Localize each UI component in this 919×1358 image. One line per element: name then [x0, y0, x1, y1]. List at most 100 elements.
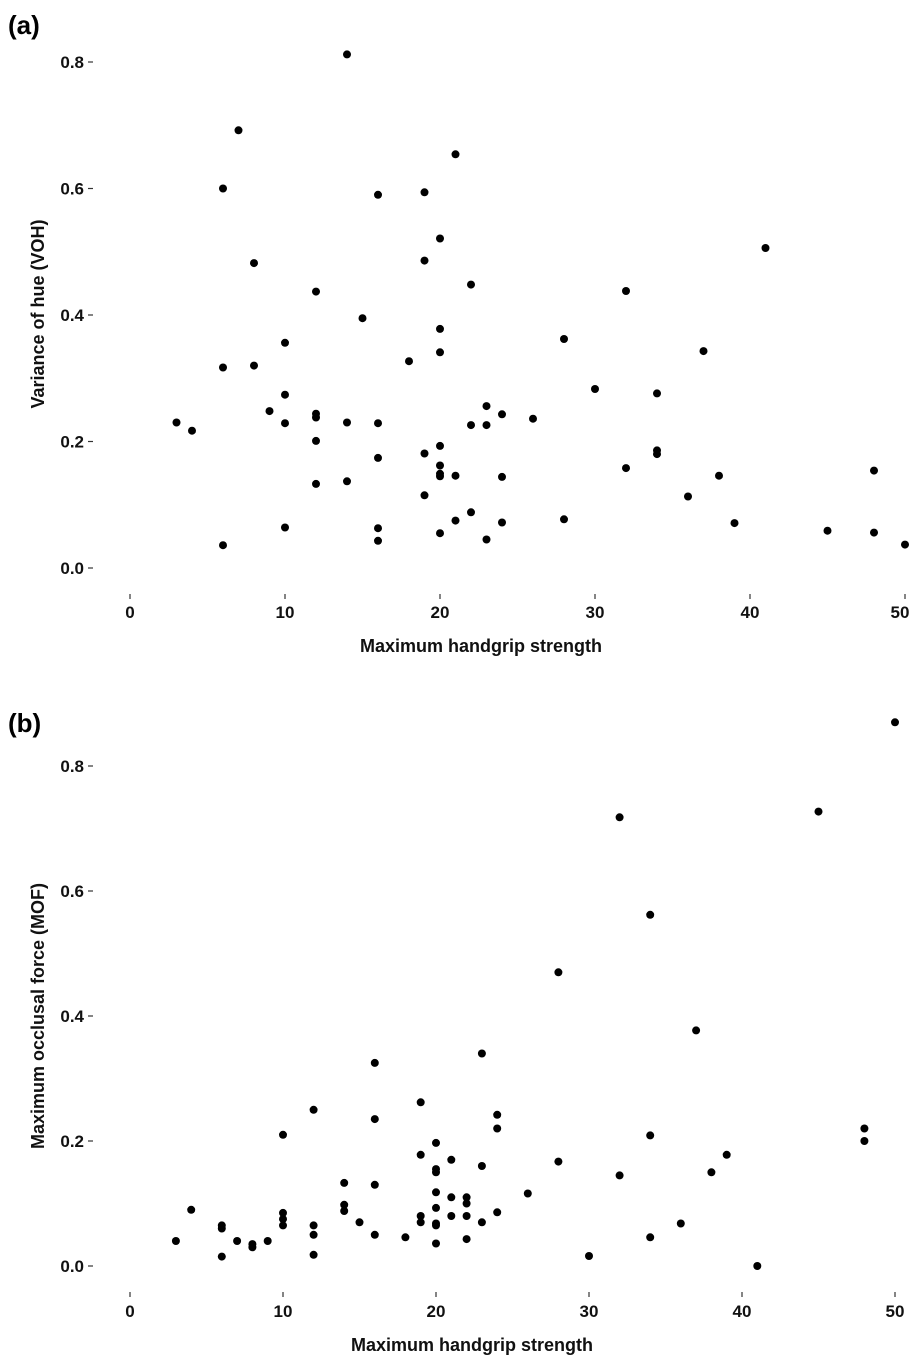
panel-a-data-point	[467, 508, 475, 517]
panel-a-data-point	[343, 50, 351, 59]
panel-b-data-point	[447, 1212, 456, 1220]
panel-b-data-point	[309, 1105, 318, 1114]
panel-b-y-tick-label: 0.4	[60, 1007, 84, 1026]
panel-a-data-point	[219, 363, 227, 372]
panel-b-data-point	[370, 1230, 379, 1239]
panel-a-data-point	[436, 441, 444, 450]
panel-a-data-point	[312, 413, 320, 422]
panel-b-data-point	[646, 910, 655, 919]
panel-b-x-tick-label: 10	[274, 1302, 293, 1321]
panel-a-data-point	[901, 540, 909, 549]
panel-b-x-ticks: 0 10 20 30 40 50	[125, 1292, 904, 1321]
panel-b-data-point	[477, 1218, 486, 1227]
panel-a-data-point	[653, 450, 661, 459]
panel-a-data-point	[281, 390, 289, 399]
panel-a-data-point	[250, 361, 258, 370]
panel-b-data-point	[554, 968, 563, 977]
panel-a-data-point	[374, 453, 382, 462]
panel-a-data-point	[374, 419, 382, 428]
panel-a-y-ticks: 0.0 0.2 0.4 0.6 0.8	[60, 53, 93, 578]
panel-b-data-point	[462, 1199, 471, 1208]
panel-b-data-point	[217, 1224, 226, 1233]
panel-a-data-point	[529, 414, 537, 423]
panel-b-data-point	[340, 1178, 349, 1187]
panel-a-data-point	[622, 464, 630, 473]
panel-b-data-point	[722, 1150, 731, 1159]
panel-a-data-point	[374, 524, 382, 533]
panel-a-data-point	[467, 280, 475, 289]
panel-b-data-point	[309, 1221, 318, 1230]
panel-b-x-tick-label: 20	[427, 1302, 446, 1321]
panel-a-x-axis-title: Maximum handgrip strength	[360, 636, 602, 656]
panel-a-data-point	[420, 449, 429, 458]
panel-b-data-point	[279, 1208, 287, 1217]
panel-a-data-point	[374, 190, 382, 199]
panel-b-data-point	[416, 1218, 425, 1227]
panel-a-data-point	[467, 421, 475, 430]
panel-a-data-point	[591, 385, 599, 393]
panel-b-y-axis-title: Maximum occlusal force (MOF)	[28, 883, 48, 1149]
panel-b-x-axis-title: Maximum handgrip strength	[351, 1335, 593, 1355]
panel-a-data-point	[622, 287, 630, 295]
panel-a-data-point	[405, 357, 413, 366]
panel-a-x-tick-label: 0	[125, 603, 134, 622]
panel-b-data-point	[753, 1262, 762, 1270]
panel-a-points	[172, 50, 909, 550]
panel-a-x-tick-label: 40	[741, 603, 760, 622]
panel-b-data-point	[171, 1237, 180, 1245]
panel-a-y-axis-title: Variance of hue (VOH)	[28, 219, 48, 408]
panel-a-data-point	[436, 324, 444, 333]
panel-b-data-point	[187, 1205, 196, 1214]
panel-b-points	[171, 718, 899, 1270]
panel-b-data-point	[493, 1208, 502, 1217]
panel-a-data-point	[436, 348, 444, 357]
panel-a-x-tick-label: 50	[891, 603, 910, 622]
panel-b-data-point	[248, 1243, 257, 1252]
panel-a-data-point	[312, 287, 320, 296]
panel-b-data-point	[309, 1230, 318, 1239]
panel-a-data-point	[343, 418, 351, 427]
panel-b: (b) Maximum occlusal force (MOF) Maximum…	[8, 708, 904, 1355]
panel-a-data-point	[560, 515, 568, 524]
panel-b-x-tick-label: 30	[580, 1302, 599, 1321]
panel-b-data-point	[477, 1049, 486, 1058]
panel-a-data-point	[436, 529, 444, 538]
panel-b-data-point	[370, 1115, 379, 1124]
panel-b-x-tick-label: 40	[733, 1302, 752, 1321]
panel-a-data-point	[219, 541, 227, 550]
panel-b-data-point	[432, 1138, 440, 1147]
panel-b-data-point	[447, 1193, 456, 1202]
panel-a-data-point	[420, 491, 429, 500]
panel-b-data-point	[615, 1171, 624, 1180]
panel-b-data-point	[523, 1189, 532, 1198]
panel-b-data-point	[462, 1212, 471, 1220]
panel-b-data-point	[401, 1233, 410, 1242]
panel-b-data-point	[432, 1188, 440, 1197]
panel-b-data-point	[370, 1180, 379, 1189]
panel-b-data-point	[860, 1137, 869, 1145]
panel-b-data-point	[416, 1150, 425, 1159]
panel-a-data-point	[188, 426, 196, 435]
panel-b-y-tick-label: 0.8	[60, 757, 84, 776]
panel-a-data-point	[234, 126, 243, 135]
panel-a-data-point	[730, 519, 739, 528]
panel-b-data-point	[447, 1155, 456, 1164]
panel-b-label: (b)	[8, 708, 41, 738]
panel-b-data-point	[279, 1215, 287, 1224]
panel-b-data-point	[432, 1239, 440, 1248]
panel-a-data-point	[451, 150, 460, 159]
panel-a-data-point	[761, 244, 770, 252]
panel-a-data-point	[715, 471, 723, 480]
panel-a-data-point	[560, 335, 568, 343]
panel-b-data-point	[860, 1124, 869, 1133]
panel-b-data-point	[554, 1157, 563, 1166]
panel-a: (a) Variance of hue (VOH) Maximum handgr…	[8, 10, 909, 656]
panel-a-y-tick-label: 0.4	[60, 306, 84, 325]
panel-b-data-point	[462, 1235, 471, 1244]
panel-a-data-point	[420, 188, 429, 197]
panel-b-data-point	[432, 1221, 440, 1230]
panel-a-y-tick-label: 0.6	[60, 180, 84, 199]
panel-b-data-point	[309, 1250, 318, 1259]
panel-a-data-point	[436, 461, 444, 470]
